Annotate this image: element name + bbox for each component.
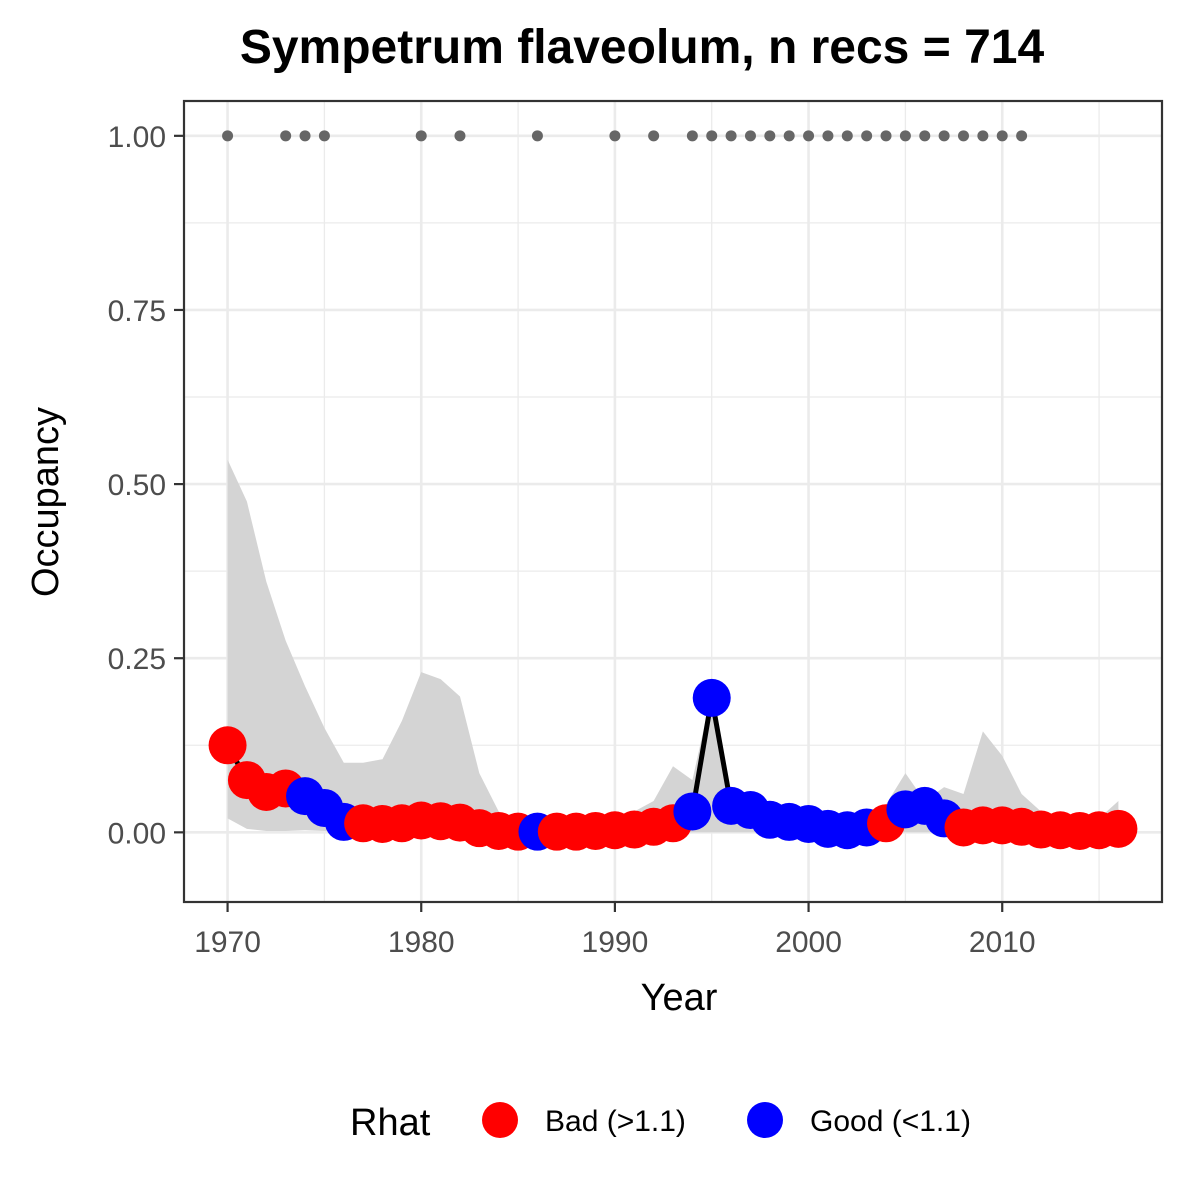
record-point xyxy=(996,130,1008,142)
record-point xyxy=(706,130,718,142)
occupancy-point-bad xyxy=(1099,809,1138,848)
chart-title: Sympetrum flaveolum, n recs = 714 xyxy=(240,21,1045,74)
legend-label-good: Good (<1.1) xyxy=(810,1105,971,1138)
y-tick-label: 1.00 xyxy=(108,121,166,154)
record-point xyxy=(803,130,815,142)
legend-label-bad: Bad (>1.1) xyxy=(545,1105,686,1138)
record-point xyxy=(648,130,660,142)
record-point xyxy=(280,130,292,142)
record-point xyxy=(299,130,311,142)
record-point xyxy=(725,130,737,142)
y-tick-label: 0.00 xyxy=(108,817,166,850)
record-point xyxy=(899,130,911,142)
occupancy-point-bad xyxy=(208,726,247,765)
x-tick-label: 2010 xyxy=(969,926,1036,959)
y-axis-title: Occupancy xyxy=(25,407,67,597)
record-point xyxy=(531,130,543,142)
panel-border xyxy=(182,99,1164,904)
x-axis-title: Year xyxy=(641,977,718,1019)
record-point xyxy=(744,130,756,142)
record-point xyxy=(686,130,698,142)
occupancy-point-good xyxy=(692,678,731,717)
record-point xyxy=(609,130,621,142)
plot-panel: 1970 1980 1990 2000 2010 0.00 0.25 0.50 0.75 1.00 xyxy=(108,99,1164,959)
record-point xyxy=(919,130,931,142)
legend-title: Rhat xyxy=(350,1102,431,1144)
record-point xyxy=(841,130,853,142)
legend-key-good xyxy=(747,1102,783,1138)
record-point xyxy=(222,130,234,142)
legend: Rhat Bad (>1.1) Good (<1.1) xyxy=(350,1102,971,1144)
x-tick-label: 1980 xyxy=(388,926,455,959)
record-point xyxy=(822,130,834,142)
x-tick-label: 1990 xyxy=(582,926,649,959)
credible-interval-ribbon xyxy=(227,459,1119,833)
record-point xyxy=(957,130,969,142)
occupancy-point-good xyxy=(673,792,712,831)
record-point xyxy=(454,130,466,142)
record-point xyxy=(977,130,989,142)
legend-key-bad xyxy=(482,1102,518,1138)
y-tick-label: 0.50 xyxy=(108,469,166,502)
record-point xyxy=(861,130,873,142)
record-point xyxy=(880,130,892,142)
record-point xyxy=(1016,130,1028,142)
y-tick-label: 0.25 xyxy=(108,643,166,676)
x-tick-label: 2000 xyxy=(775,926,842,959)
record-point xyxy=(764,130,776,142)
x-tick-label: 1970 xyxy=(194,926,261,959)
record-point xyxy=(938,130,950,142)
record-point xyxy=(783,130,795,142)
y-tick-label: 0.75 xyxy=(108,295,166,328)
record-point xyxy=(415,130,427,142)
record-point xyxy=(318,130,330,142)
